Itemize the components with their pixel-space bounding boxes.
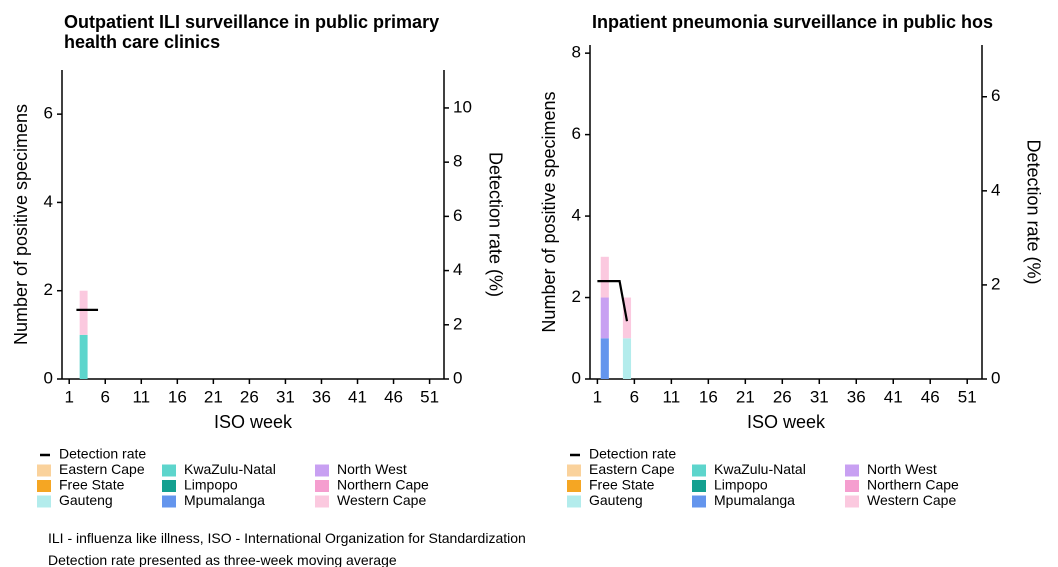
x-tick-label: 6 xyxy=(101,387,110,406)
bar-segment xyxy=(79,290,88,335)
x-tick-label: 46 xyxy=(921,387,940,406)
legend-swatch xyxy=(567,495,581,508)
legend-swatch xyxy=(37,480,51,492)
footnote: Detection rate presented as three-week m… xyxy=(48,552,397,567)
x-tick-label: 51 xyxy=(958,387,977,406)
legend-swatch xyxy=(162,464,176,477)
y2-tick-label: 6 xyxy=(991,86,1000,105)
x-tick-label: 36 xyxy=(847,387,866,406)
bar-segment xyxy=(79,334,88,379)
x-tick-label: 6 xyxy=(630,387,639,406)
legend-label: Gauteng xyxy=(59,492,113,508)
legend-swatch xyxy=(567,464,581,477)
x-tick-label: 16 xyxy=(699,387,718,406)
legend-swatch xyxy=(162,480,176,492)
legend-label: Gauteng xyxy=(589,492,643,508)
bar-segment xyxy=(600,338,609,379)
y-tick-label: 2 xyxy=(572,287,581,306)
x-tick-label: 41 xyxy=(884,387,903,406)
legend-label: Northern Cape xyxy=(867,477,959,493)
y2-tick-label: 4 xyxy=(991,180,1000,199)
legend-swatch xyxy=(315,495,329,508)
y-tick-label: 6 xyxy=(572,124,581,143)
legend-label: KwaZulu-Natal xyxy=(714,461,806,477)
y-axis-label: Number of positive specimens xyxy=(11,104,31,345)
legend-label: North West xyxy=(867,461,937,477)
bar-segment xyxy=(600,297,609,339)
legend-swatch xyxy=(315,480,329,492)
legend-swatch xyxy=(692,480,706,492)
legend-label: Eastern Cape xyxy=(59,461,145,477)
y2-tick-label: 2 xyxy=(453,314,462,333)
y-tick-label: 4 xyxy=(44,192,53,211)
y-tick-label: 0 xyxy=(44,368,53,387)
legend-label: Eastern Cape xyxy=(589,461,675,477)
x-tick-label: 1 xyxy=(64,387,73,406)
legend-swatch xyxy=(692,464,706,477)
legend-swatch xyxy=(567,480,581,492)
y-tick-label: 8 xyxy=(572,43,581,62)
legend-label: Limpopo xyxy=(714,477,768,493)
legend-label: Mpumalanga xyxy=(184,492,265,508)
detection-rate-line xyxy=(597,280,629,322)
y2-tick-label: 4 xyxy=(453,260,462,279)
legend-swatch xyxy=(162,495,176,508)
chart-title: Outpatient ILI surveillance in public pr… xyxy=(64,12,440,52)
y2-tick-label: 0 xyxy=(991,368,1000,387)
y-tick-label: 2 xyxy=(44,280,53,299)
x-tick-label: 11 xyxy=(132,387,150,406)
x-tick-label: 26 xyxy=(773,387,792,406)
legend-swatch xyxy=(845,495,859,508)
legend-swatch xyxy=(315,464,329,477)
y2-axis-label: Detection rate (%) xyxy=(485,152,505,297)
y2-tick-label: 0 xyxy=(453,368,462,387)
legend-label: Northern Cape xyxy=(337,477,429,493)
legend-label: Mpumalanga xyxy=(714,492,795,508)
x-tick-label: 21 xyxy=(204,387,223,406)
legend-label: Free State xyxy=(589,477,655,493)
legend-swatch xyxy=(845,464,859,477)
legend-label: Western Cape xyxy=(867,492,956,508)
x-tick-label: 51 xyxy=(420,387,439,406)
x-tick-label: 16 xyxy=(168,387,187,406)
y-tick-label: 0 xyxy=(572,368,581,387)
legend-label: KwaZulu-Natal xyxy=(184,461,276,477)
legend-swatch xyxy=(845,480,859,492)
x-tick-label: 1 xyxy=(593,387,602,406)
y2-tick-label: 2 xyxy=(991,274,1000,293)
x-tick-label: 26 xyxy=(240,387,259,406)
bar-segment xyxy=(600,256,609,298)
bar-segment xyxy=(622,338,632,379)
x-tick-label: 31 xyxy=(810,387,829,406)
legend-label: Western Cape xyxy=(337,492,426,508)
legend-swatch xyxy=(37,464,51,477)
y2-tick-label: 8 xyxy=(453,152,462,171)
legend-label: North West xyxy=(337,461,407,477)
x-tick-label: 31 xyxy=(276,387,295,406)
y2-tick-label: 10 xyxy=(453,97,472,116)
y2-tick-label: 6 xyxy=(453,206,462,225)
y-axis-label: Number of positive specimens xyxy=(539,91,559,332)
x-axis-label: ISO week xyxy=(747,412,826,432)
footnote: ILI - influenza like illness, ISO - Inte… xyxy=(48,530,526,546)
y-tick-label: 4 xyxy=(572,206,581,225)
x-axis-label: ISO week xyxy=(214,412,293,432)
x-tick-label: 11 xyxy=(663,387,681,406)
legend-swatch xyxy=(692,495,706,508)
x-tick-label: 41 xyxy=(348,387,367,406)
legend-swatch xyxy=(37,495,51,508)
x-tick-label: 46 xyxy=(384,387,403,406)
legend-label: Detection rate xyxy=(589,446,676,462)
x-tick-label: 21 xyxy=(736,387,755,406)
legend-label: Detection rate xyxy=(59,446,146,462)
legend-label: Limpopo xyxy=(184,477,238,493)
x-tick-label: 36 xyxy=(312,387,331,406)
legend-label: Free State xyxy=(59,477,125,493)
y2-axis-label: Detection rate (%) xyxy=(1023,139,1043,284)
chart-title: Inpatient pneumonia surveillance in publ… xyxy=(592,12,994,32)
y-tick-label: 6 xyxy=(44,104,53,123)
